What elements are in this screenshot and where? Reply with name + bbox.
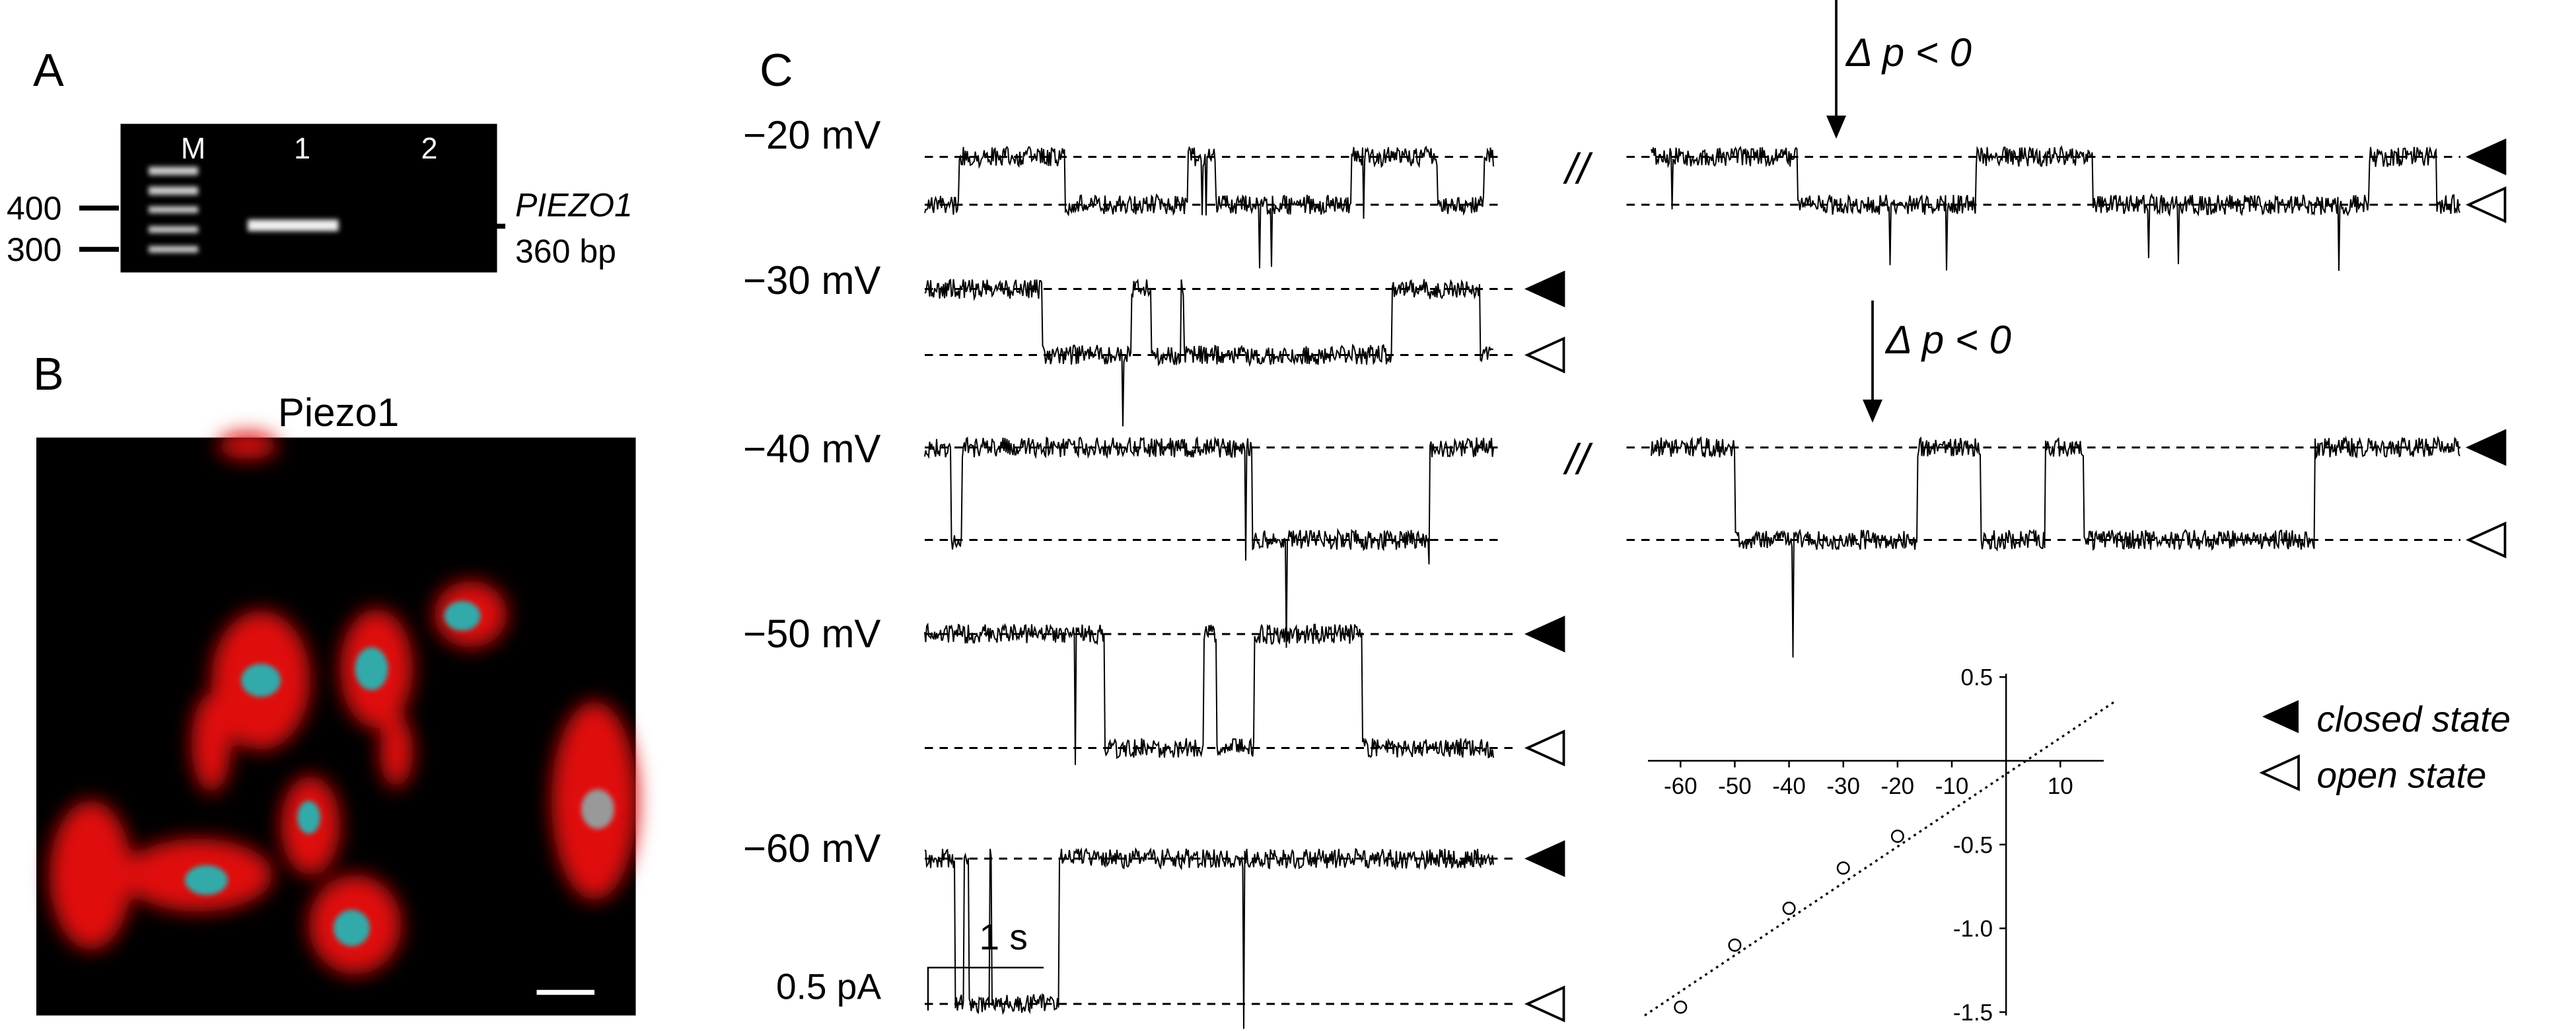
stimulus-label: Δ p < 0 [1884,318,2011,362]
legend-label: closed state [2317,699,2511,740]
voltage-label: −30 mV [743,258,880,302]
current-trace [1651,145,2460,271]
y-tick-label: -1.5 [1953,1000,1993,1026]
open-marker [1524,985,1565,1022]
closed-marker [2262,700,2299,733]
arrow-head [1863,400,1882,423]
closed-marker [2465,138,2507,176]
x-tick-label: -30 [1826,773,1860,799]
y-tick-label: -0.5 [1953,832,1993,858]
current-trace [1651,435,2460,658]
iv-plot: -60 -50 -40 -30 -20 -10 10 0.5 -0.5 -1.0 -1.5 [1647,665,2104,1026]
closed-marker [1524,270,1565,308]
lane-label: M [181,131,206,165]
current-trace [924,278,1493,427]
fit-line [1644,699,2118,1016]
panel-label: B [33,348,64,400]
x-tick-label: -10 [1935,773,1969,799]
scale-time: 1 s [980,917,1028,958]
closed-marker [2465,429,2507,466]
data-point [1728,938,1742,952]
axis-break: // [1563,145,1593,193]
panel-label: A [33,44,64,96]
x-tick-label: -40 [1772,773,1806,799]
y-tick-label: 0.5 [1960,665,1993,691]
image-title: Piezo1 [278,390,399,435]
gel-bands [149,166,339,253]
lane-label: 1 [294,131,310,165]
closed-marker [1524,840,1565,877]
voltage-label: −60 mV [743,826,880,871]
marker-label: 400 [7,190,61,227]
open-marker [1524,729,1565,767]
current-trace [924,436,1494,648]
x-tick-label: -50 [1718,773,1752,799]
nuclei [185,600,615,946]
data-point [1836,861,1850,875]
open-marker [2259,754,2300,791]
current-trace [924,622,1494,765]
x-tick-label: -60 [1664,773,1698,799]
lane-label: 2 [421,131,437,165]
traces: −20 mV // −30 mV −40 mV // −50 mV −60 mV [743,113,2507,1029]
voltage-label: −50 mV [743,612,880,656]
voltage-label: −40 mV [743,427,880,471]
open-marker [2465,186,2507,223]
voltage-label: −20 mV [743,113,880,157]
data-point [1782,902,1796,915]
legend-label: open state [2317,755,2487,796]
y-tick-label: -1.0 [1953,916,1993,942]
current-trace [924,145,1494,269]
axis-break: // [1563,435,1593,483]
size-label: 360 bp [515,233,616,270]
x-tick-label: -20 [1881,773,1915,799]
scale-current: 0.5 pA [776,966,881,1007]
current-trace [924,847,1494,1029]
marker-label: 300 [7,231,61,268]
data-point [1890,830,1904,843]
panel-label: C [760,44,793,96]
scale-bar [927,966,1044,1011]
arrow-head [1826,116,1846,139]
data-point [1674,1000,1688,1014]
open-marker [2465,521,2507,559]
closed-marker [1524,616,1565,653]
open-marker [1524,336,1565,374]
stimulus-label: Δ p < 0 [1845,30,1972,75]
gene-label: PIEZO1 [515,187,633,224]
x-tick-label: 10 [2048,773,2073,799]
